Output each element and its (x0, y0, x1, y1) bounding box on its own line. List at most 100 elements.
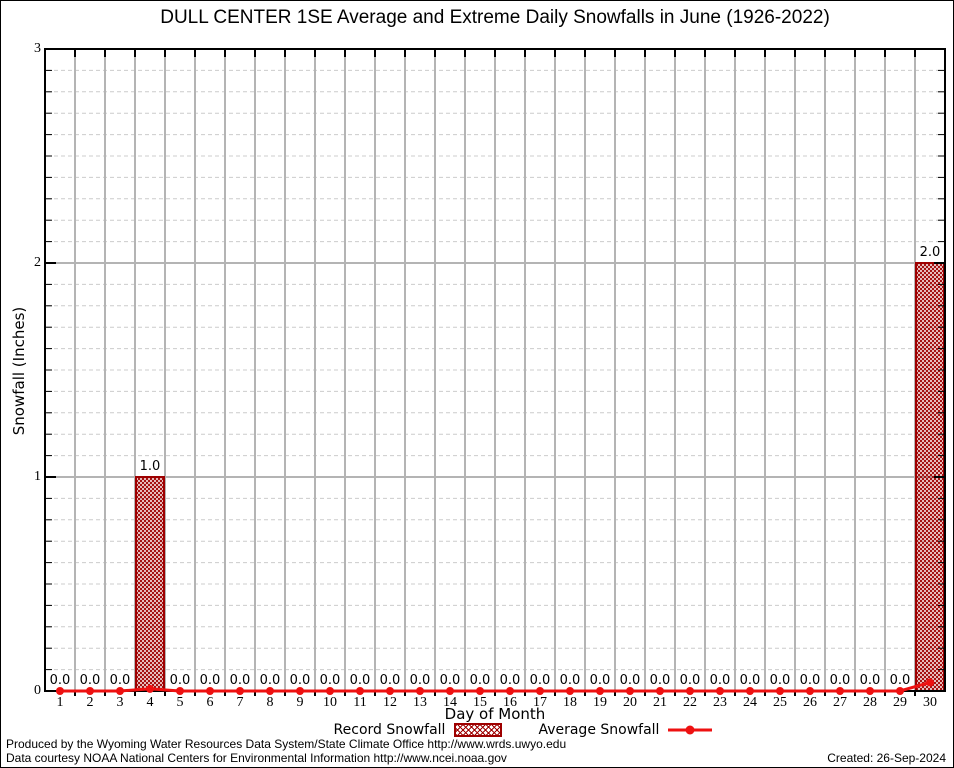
record-value-label-day-16: 0.0 (499, 673, 521, 688)
record-value-label-day-4: 1.0 (139, 459, 161, 474)
average-marker-day-4 (146, 684, 154, 693)
x-tick-label-27: 27 (833, 695, 847, 710)
record-value-label-day-1: 0.0 (49, 673, 71, 688)
record-value-label-day-26: 0.0 (799, 673, 821, 688)
average-marker-day-17 (536, 687, 544, 695)
average-marker-day-12 (386, 687, 394, 695)
x-tick-label-3: 3 (116, 695, 124, 710)
y-tick-label-1: 1 (34, 469, 41, 484)
record-value-label-day-28: 0.0 (859, 673, 881, 688)
footer-data-courtesy: Data courtesy NOAA National Centers for … (6, 750, 507, 765)
average-marker-day-14 (446, 687, 454, 695)
average-marker-day-5 (176, 687, 184, 695)
y-tick-label-0: 0 (34, 683, 41, 698)
x-tick-label-23: 23 (713, 695, 727, 710)
y-tick-label-3: 3 (34, 41, 41, 56)
record-value-label-day-13: 0.0 (409, 673, 431, 688)
average-marker-day-18 (566, 687, 574, 695)
x-tick-label-20: 20 (623, 695, 637, 710)
record-value-label-day-21: 0.0 (649, 673, 671, 688)
chart-title: DULL CENTER 1SE Average and Extreme Dail… (160, 7, 830, 28)
x-tick-label-13: 13 (413, 695, 427, 710)
average-marker-day-23 (716, 687, 724, 695)
record-value-label-day-25: 0.0 (769, 673, 791, 688)
average-marker-day-28 (866, 687, 874, 695)
average-marker-day-30 (926, 678, 934, 687)
x-tick-label-1: 1 (56, 695, 64, 710)
average-marker-day-9 (296, 687, 304, 695)
x-tick-label-11: 11 (353, 695, 367, 710)
footer-created-date: Created: 26-Sep-2024 (827, 750, 946, 765)
legend-label-average-snowfall: Average Snowfall (538, 722, 660, 738)
x-tick-label-10: 10 (323, 695, 337, 710)
x-tick-label-15: 15 (473, 695, 487, 710)
x-tick-label-9: 9 (296, 695, 304, 710)
x-tick-label-16: 16 (503, 695, 517, 710)
record-value-label-day-3: 0.0 (109, 673, 131, 688)
x-tick-label-17: 17 (533, 695, 547, 710)
average-marker-day-7 (236, 687, 244, 695)
average-marker-day-16 (506, 687, 514, 695)
x-tick-label-30: 30 (923, 695, 937, 710)
x-tick-label-12: 12 (383, 695, 397, 710)
record-value-label-day-23: 0.0 (709, 673, 731, 688)
average-marker-day-6 (206, 687, 214, 695)
legend-swatch-record-snowfall (454, 723, 503, 737)
x-tick-label-29: 29 (893, 695, 907, 710)
record-value-label-day-11: 0.0 (349, 673, 371, 688)
x-tick-label-4: 4 (146, 695, 154, 710)
record-value-label-day-19: 0.0 (589, 673, 611, 688)
legend-label-record-snowfall: Record Snowfall (333, 722, 446, 738)
x-tick-label-26: 26 (803, 695, 817, 710)
record-value-label-day-2: 0.0 (79, 673, 101, 688)
record-value-label-day-15: 0.0 (469, 673, 491, 688)
x-tick-label-6: 6 (206, 695, 214, 710)
y-tick-label-2: 2 (34, 255, 41, 270)
footer-produced-by: Produced by the Wyoming Water Resources … (6, 737, 567, 751)
record-value-label-day-22: 0.0 (679, 673, 701, 688)
x-tick-label-25: 25 (773, 695, 787, 710)
average-marker-day-1 (56, 687, 64, 695)
average-marker-day-8 (266, 687, 274, 695)
record-value-label-day-24: 0.0 (739, 673, 761, 688)
average-marker-day-22 (686, 687, 694, 695)
record-value-label-day-6: 0.0 (199, 673, 221, 688)
average-marker-day-13 (416, 687, 424, 695)
record-bar-day-4 (135, 476, 165, 692)
x-tick-label-8: 8 (266, 695, 274, 710)
record-value-label-day-8: 0.0 (259, 673, 281, 688)
average-marker-day-24 (746, 687, 754, 695)
record-value-label-day-18: 0.0 (559, 673, 581, 688)
average-marker-day-19 (596, 687, 604, 695)
record-value-label-day-5: 0.0 (169, 673, 191, 688)
legend-line-average-snowfall (668, 725, 713, 735)
record-value-label-day-20: 0.0 (619, 673, 641, 688)
average-marker-day-10 (326, 687, 334, 695)
x-tick-label-2: 2 (86, 695, 94, 710)
x-axis-title: Day of Month (444, 705, 546, 723)
average-marker-day-29 (896, 687, 904, 695)
average-marker-day-3 (116, 687, 124, 695)
footer: Produced by the Wyoming Water Resources … (6, 737, 946, 765)
average-marker-day-15 (476, 687, 484, 695)
average-marker-day-27 (836, 687, 844, 695)
average-marker-day-26 (806, 687, 814, 695)
x-tick-label-22: 22 (683, 695, 697, 710)
x-tick-label-19: 19 (593, 695, 607, 710)
average-marker-day-21 (656, 687, 664, 695)
average-marker-day-20 (626, 687, 634, 695)
average-snowfall-line (56, 678, 934, 695)
record-value-label-day-12: 0.0 (379, 673, 401, 688)
x-tick-label-24: 24 (743, 695, 757, 710)
average-marker-day-25 (776, 687, 784, 695)
x-tick-label-7: 7 (236, 695, 244, 710)
average-marker-day-2 (86, 687, 94, 695)
record-value-label-day-29: 0.0 (889, 673, 911, 688)
record-value-label-day-7: 0.0 (229, 673, 251, 688)
average-marker-day-11 (356, 687, 364, 695)
record-value-label-day-9: 0.0 (289, 673, 311, 688)
record-value-label-day-17: 0.0 (529, 673, 551, 688)
axis-ticks (46, 50, 944, 696)
